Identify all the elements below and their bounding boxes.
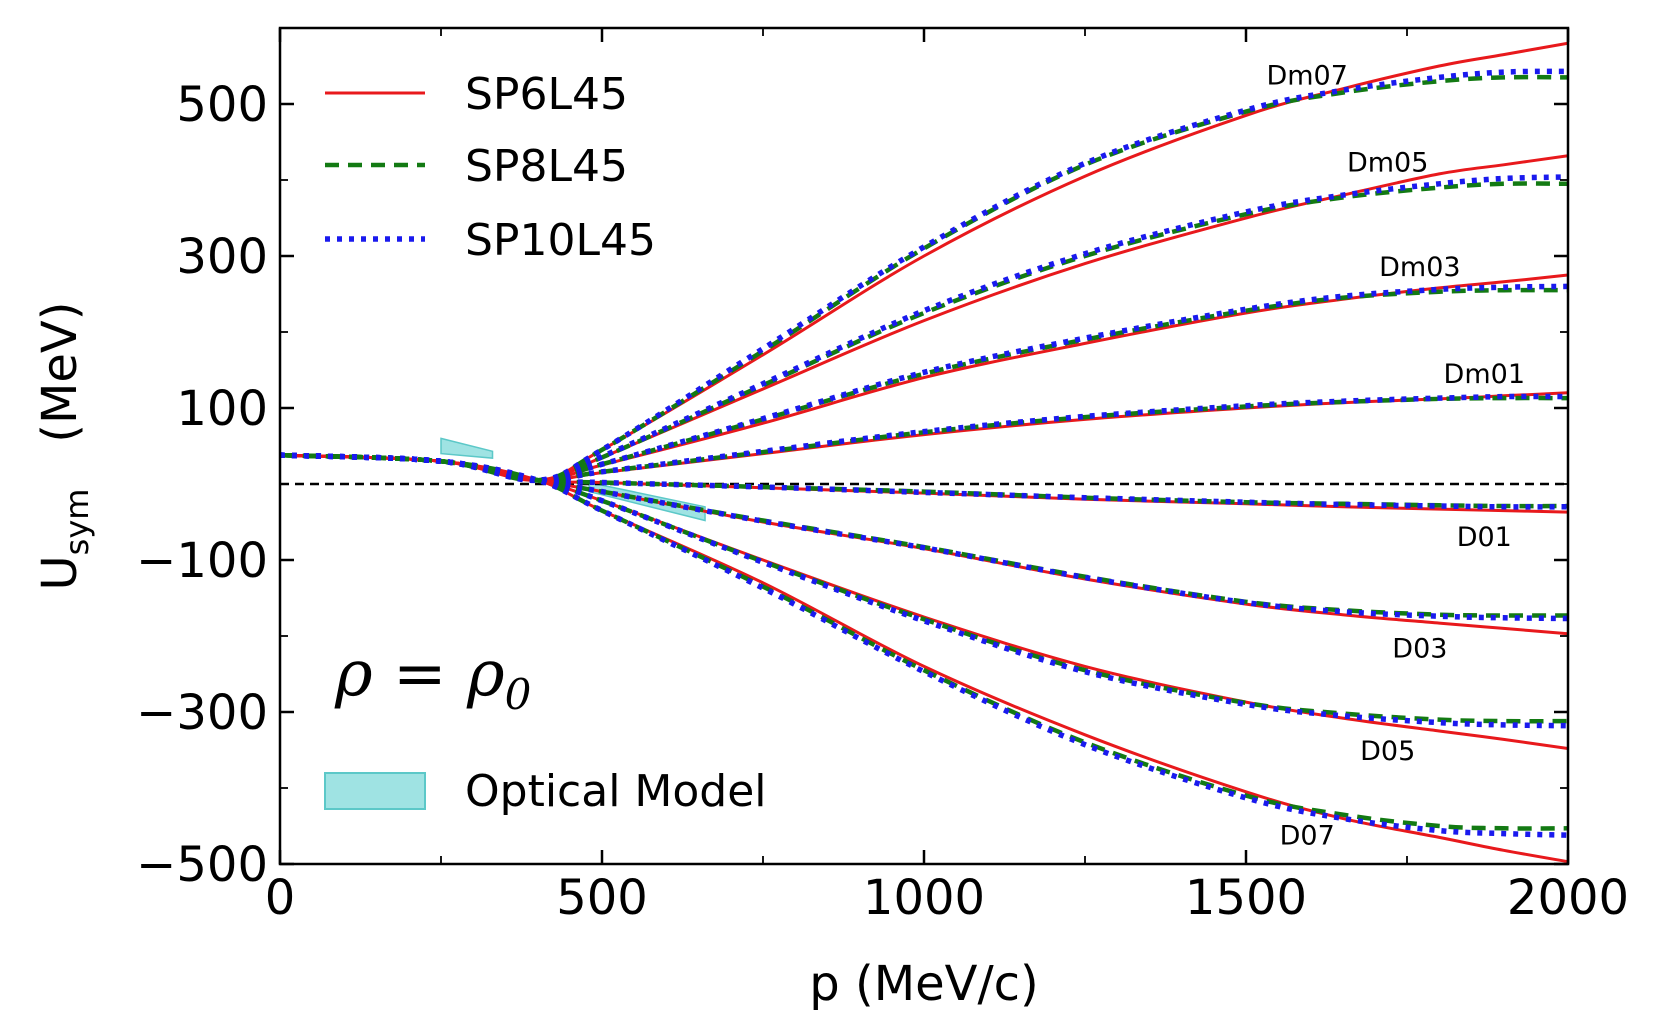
y-axis-label-unit: (MeV) <box>32 302 88 443</box>
rho-annotation: ρ = ρ0 <box>334 637 531 719</box>
x-tick-label-1500: 1500 <box>1185 870 1307 926</box>
y-tick-label-500: 500 <box>176 77 268 133</box>
x-tick-label-500: 500 <box>556 870 648 926</box>
y-axis-label-spacer <box>32 443 88 489</box>
y-tick-label--300: −300 <box>136 685 268 741</box>
curve-label-dm03: Dm03 <box>1379 252 1460 283</box>
y-axis-ticks: −500 −300 −100 100 300 500 <box>136 77 1568 893</box>
curves <box>280 41 1568 864</box>
legend-label-sp8l45: SP8L45 <box>465 141 628 192</box>
curve-label-d05: D05 <box>1360 736 1415 767</box>
curve-label-dm01: Dm01 <box>1444 359 1525 390</box>
y-axis-label-symbol: U <box>32 555 88 590</box>
optical-model-band-0 <box>440 437 494 459</box>
curve-labels: Dm07 Dm05 Dm03 Dm01 D01 D03 D05 D07 <box>1266 61 1525 852</box>
curve-d05-sp10l45 <box>280 452 1568 729</box>
curve-label-dm07: Dm07 <box>1266 61 1347 92</box>
optical-model-legend: Optical Model <box>324 766 767 817</box>
y-axis-label-subscript: sym <box>58 489 96 556</box>
curve-label-d01: D01 <box>1457 522 1512 553</box>
curve-label-d07: D07 <box>1280 821 1335 852</box>
svg-text:ρ = ρ0: ρ = ρ0 <box>334 637 531 719</box>
x-tick-label-1000: 1000 <box>863 870 985 926</box>
x-tick-label-2000: 2000 <box>1507 870 1629 926</box>
y-tick-label--100: −100 <box>136 533 268 589</box>
rho-annotation-subscript: 0 <box>505 670 532 719</box>
curve-label-dm05: Dm05 <box>1347 147 1428 178</box>
y-tick-label-100: 100 <box>176 381 268 437</box>
curve-label-d03: D03 <box>1392 633 1447 664</box>
curve-d07-sp6l45 <box>280 453 1568 864</box>
legend-label-sp6l45: SP6L45 <box>465 69 628 120</box>
x-axis-ticks: 0 500 1000 1500 2000 <box>265 28 1629 926</box>
x-axis-label: p (MeV/c) <box>809 956 1039 1012</box>
optical-model-legend-swatch <box>324 772 426 810</box>
optical-model-legend-label: Optical Model <box>465 766 767 817</box>
x-tick-label-0: 0 <box>265 870 296 926</box>
rho-annotation-main: ρ = ρ <box>334 637 505 711</box>
svg-text:Usym (MeV): Usym (MeV) <box>32 302 96 591</box>
legend: SP6L45 SP8L45 SP10L45 <box>325 69 656 266</box>
y-tick-label--500: −500 <box>136 837 268 893</box>
legend-label-sp10l45: SP10L45 <box>465 215 656 266</box>
y-axis-label: Usym (MeV) <box>32 302 96 591</box>
y-tick-label-300: 300 <box>176 229 268 285</box>
